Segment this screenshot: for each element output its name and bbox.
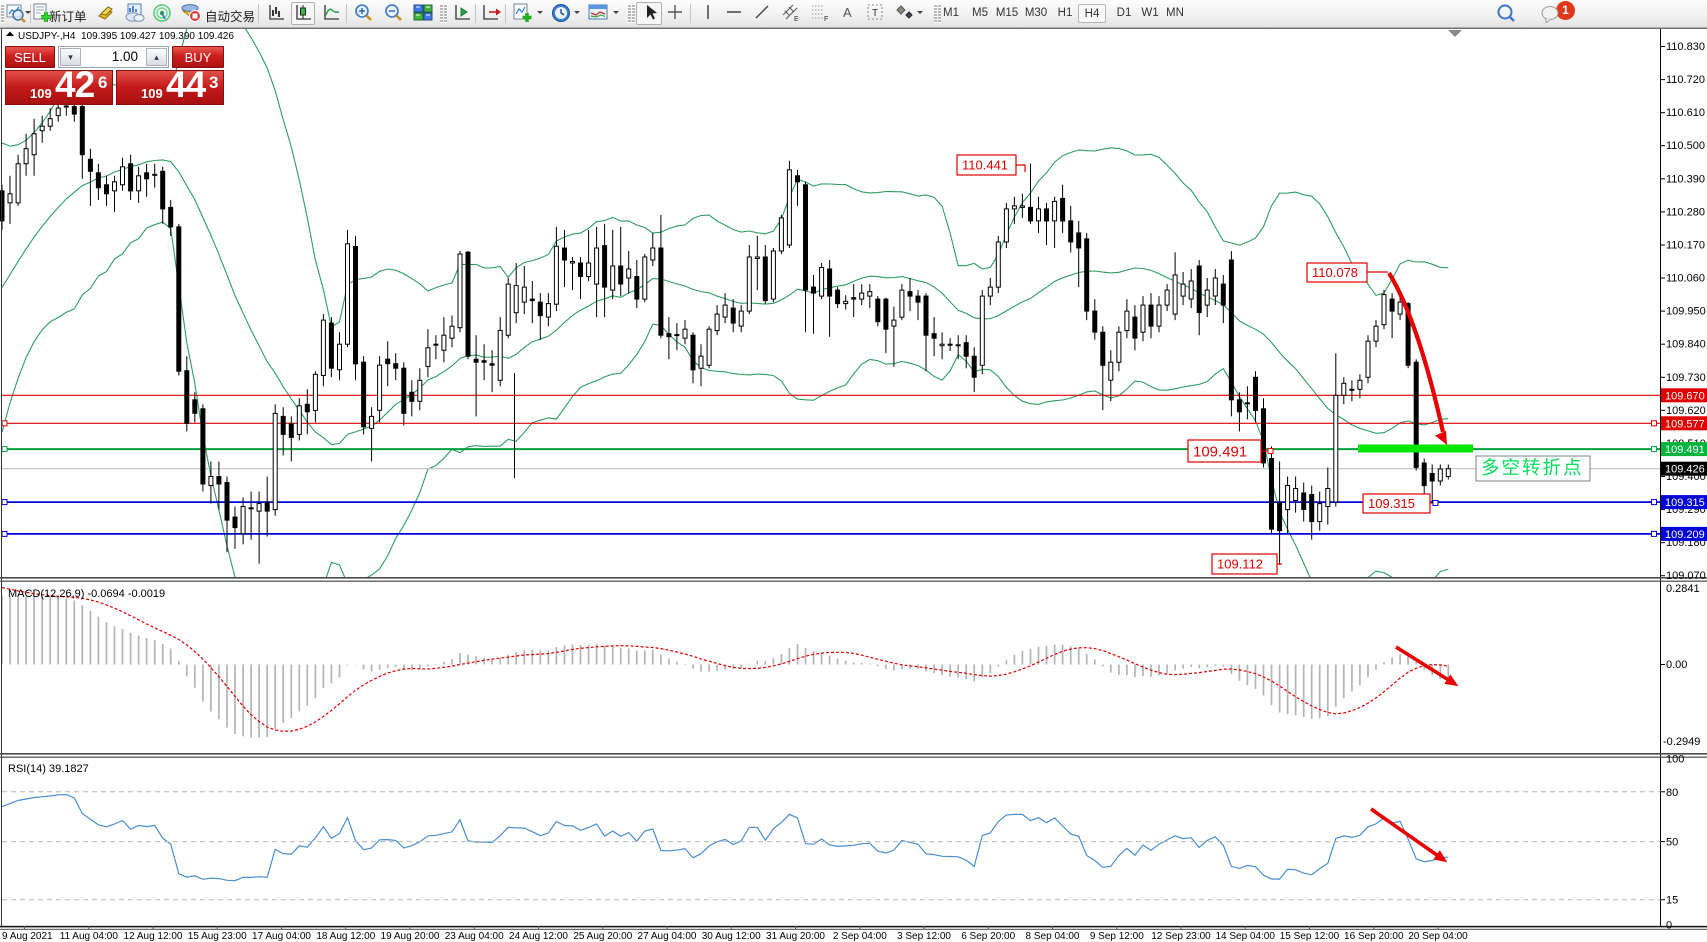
svg-text:109.620: 109.620 — [1666, 405, 1706, 417]
svg-text:多空转折点: 多空转折点 — [1481, 457, 1584, 478]
svg-text:RSI(14) 39.1827: RSI(14) 39.1827 — [8, 763, 89, 775]
svg-text:12 Aug 12:00: 12 Aug 12:00 — [124, 931, 183, 942]
svg-text:110.078: 110.078 — [1312, 265, 1358, 280]
svg-text:17 Aug 04:00: 17 Aug 04:00 — [252, 931, 311, 942]
svg-text:9 Sep 12:00: 9 Sep 12:00 — [1090, 931, 1144, 942]
svg-text:109.950: 109.950 — [1666, 306, 1706, 318]
svg-text:30 Aug 12:00: 30 Aug 12:00 — [702, 931, 761, 942]
svg-text:109.315: 109.315 — [1368, 496, 1415, 511]
svg-text:19 Aug 20:00: 19 Aug 20:00 — [381, 931, 440, 942]
svg-text:109.840: 109.840 — [1666, 339, 1706, 351]
svg-text:110.170: 110.170 — [1666, 240, 1705, 252]
svg-text:6 Sep 20:00: 6 Sep 20:00 — [961, 931, 1015, 942]
svg-text:109.491: 109.491 — [1665, 444, 1705, 456]
svg-text:27 Aug 04:00: 27 Aug 04:00 — [638, 931, 697, 942]
svg-text:0.00: 0.00 — [1666, 659, 1687, 671]
svg-text:110.390: 110.390 — [1666, 173, 1705, 185]
svg-text:23 Aug 04:00: 23 Aug 04:00 — [445, 931, 504, 942]
svg-text:2 Sep 04:00: 2 Sep 04:00 — [833, 931, 887, 942]
svg-text:50: 50 — [1666, 837, 1678, 849]
svg-text:109.491: 109.491 — [1193, 443, 1247, 460]
svg-text:T: T — [872, 8, 878, 19]
svg-text:110.280: 110.280 — [1666, 206, 1705, 218]
svg-text:109.670: 109.670 — [1665, 390, 1705, 402]
svg-text:110.060: 110.060 — [1666, 273, 1705, 285]
svg-text:109.315: 109.315 — [1665, 497, 1705, 509]
svg-text:100: 100 — [1666, 754, 1684, 766]
svg-text:3 Sep 12:00: 3 Sep 12:00 — [897, 931, 951, 942]
svg-text:20 Sep 04:00: 20 Sep 04:00 — [1408, 931, 1468, 942]
svg-text:109.209: 109.209 — [1665, 529, 1705, 541]
svg-text:15 Sep 12:00: 15 Sep 12:00 — [1280, 931, 1340, 942]
svg-text:16 Sep 20:00: 16 Sep 20:00 — [1344, 931, 1404, 942]
svg-text:109.426: 109.426 — [1665, 464, 1705, 476]
svg-text:110.610: 110.610 — [1666, 107, 1705, 119]
svg-text:11 Aug 04:00: 11 Aug 04:00 — [60, 931, 119, 942]
svg-text:E: E — [794, 16, 799, 23]
svg-text:109.730: 109.730 — [1666, 372, 1706, 384]
svg-text:0.2841: 0.2841 — [1666, 583, 1700, 595]
svg-text:109.577: 109.577 — [1665, 418, 1705, 430]
svg-text:14 Sep 04:00: 14 Sep 04:00 — [1215, 931, 1275, 942]
svg-text:-0.2949: -0.2949 — [1663, 736, 1700, 748]
svg-text:F: F — [824, 16, 828, 23]
svg-text:80: 80 — [1666, 787, 1678, 799]
svg-text:MACD(12,26,9) -0.0694 -0.0019: MACD(12,26,9) -0.0694 -0.0019 — [8, 588, 165, 600]
svg-text:18 Aug 12:00: 18 Aug 12:00 — [316, 931, 375, 942]
svg-text:15 Aug 23:00: 15 Aug 23:00 — [188, 931, 247, 942]
svg-text:9 Aug 2021: 9 Aug 2021 — [2, 931, 53, 942]
svg-text:110.441: 110.441 — [962, 158, 1008, 173]
svg-text:109.070: 109.070 — [1666, 570, 1706, 582]
svg-text:110.500: 110.500 — [1666, 140, 1705, 152]
svg-text:USDJPY-,H4 109.395 109.427 10: USDJPY-,H4 109.395 109.427 109.390 109.4… — [18, 31, 234, 42]
svg-text:109.112: 109.112 — [1217, 557, 1263, 572]
svg-text:8 Sep 04:00: 8 Sep 04:00 — [1026, 931, 1080, 942]
svg-text:12 Sep 23:00: 12 Sep 23:00 — [1151, 931, 1211, 942]
svg-text:31 Aug 20:00: 31 Aug 20:00 — [766, 931, 825, 942]
svg-text:110.720: 110.720 — [1666, 74, 1705, 86]
svg-text:25 Aug 20:00: 25 Aug 20:00 — [573, 931, 632, 942]
svg-text:15: 15 — [1666, 895, 1678, 907]
svg-text:0: 0 — [1666, 920, 1672, 932]
svg-text:24 Aug 12:00: 24 Aug 12:00 — [509, 931, 568, 942]
svg-text:110.830: 110.830 — [1666, 41, 1705, 53]
